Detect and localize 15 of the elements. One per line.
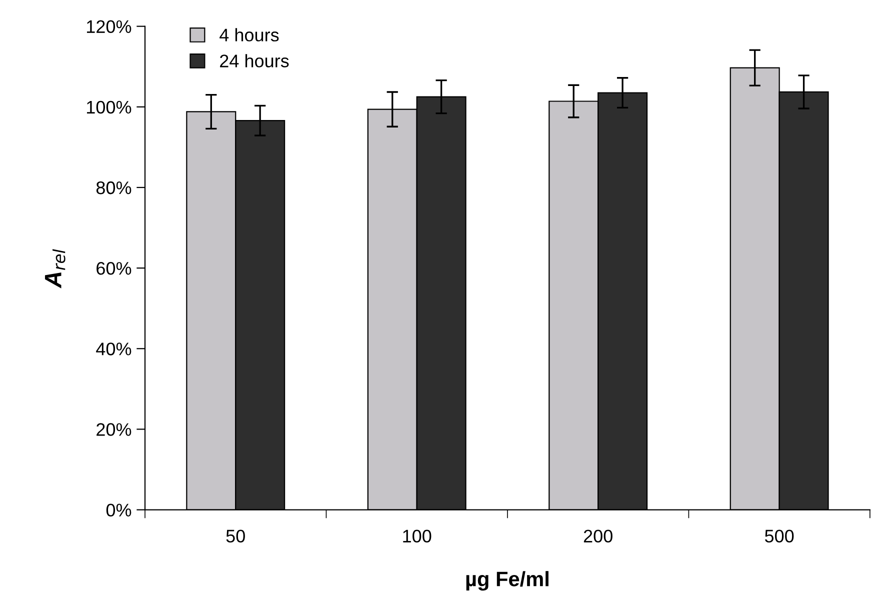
y-tick-label: 40% — [96, 342, 132, 356]
y-tick-label: 20% — [96, 423, 132, 436]
x-tick-label: 500 — [764, 530, 794, 543]
x-tick-label: 100 — [403, 530, 432, 543]
legend-label: 4 hours — [220, 28, 279, 42]
y-tick-label: 80% — [96, 181, 132, 194]
y-tick-label: 60% — [96, 262, 132, 275]
y-axis-title: A$_{rel}$ — [44, 249, 66, 288]
x-tick-label: 200 — [584, 530, 612, 543]
x-tick-label: 50 — [226, 530, 245, 543]
y-tick-label: 120% — [86, 20, 132, 34]
x-axis-title: µg Fe/ml — [466, 571, 548, 591]
y-tick-label: 100% — [86, 100, 132, 114]
y-tick-label: 0% — [106, 504, 132, 517]
legend-label: 24 hours — [220, 54, 289, 68]
